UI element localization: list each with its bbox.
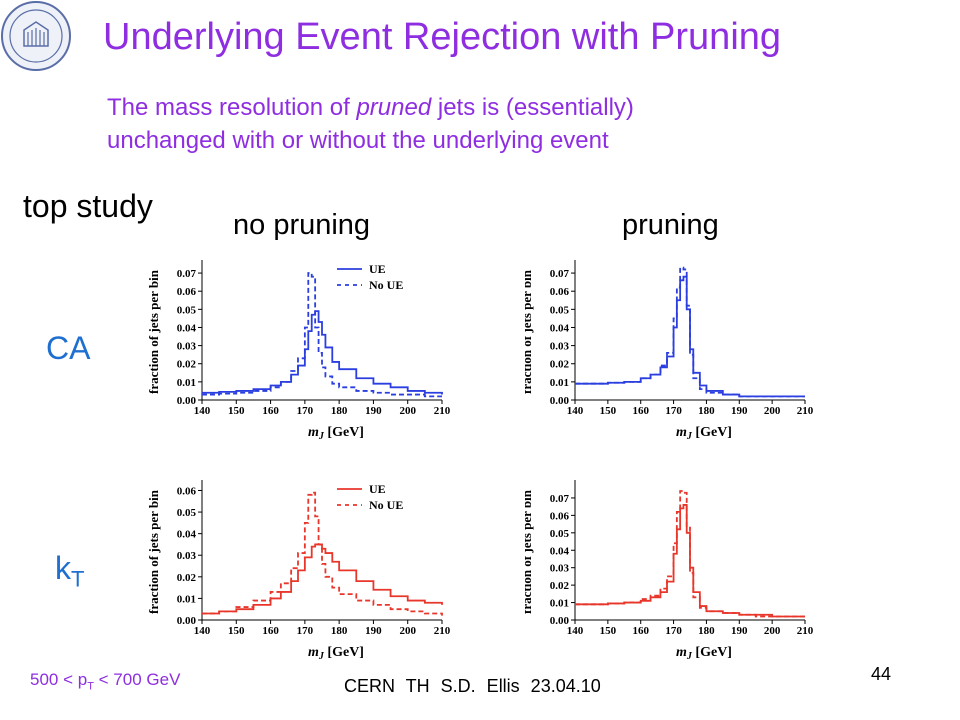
y-tick-label: 0.07 [177,268,197,280]
x-tick-label: 180 [331,625,348,637]
y-tick-label: 0.01 [550,598,569,610]
x-tick-label: 180 [698,405,715,417]
x-tick-label: 160 [632,405,649,417]
x-tick-label: 160 [262,405,279,417]
x-tick-label: 170 [297,625,314,637]
subtitle-line-2: unchanged with or without the underlying… [107,127,609,154]
y-tick-label: 0.01 [177,377,196,389]
y-tick-label: 0.03 [177,550,197,562]
x-tick-label: 210 [434,625,451,637]
y-axis-label: fraction of jets per bin [525,269,534,394]
y-tick-label: 0.05 [550,304,570,316]
x-tick-label: 200 [399,405,416,417]
legend-entry: UE [369,262,386,276]
x-axis-label: mJ [GeV] [308,425,364,442]
y-axis-label: fraction of jets per bin [525,489,534,614]
x-tick-label: 140 [567,405,584,417]
slide-subtitle: The mass resolution of pruned jets is (e… [107,91,634,157]
legend-entry: No UE [369,498,403,512]
y-tick-label: 0.00 [550,395,570,407]
y-tick-label: 0.06 [177,485,197,497]
y-tick-label: 0.03 [550,563,570,575]
plot-kt-pruning: 140 150 160 170 180 190 200 210 0.00 0.01 0.02 0.03… [525,480,814,662]
x-tick-label: 200 [764,625,781,637]
x-tick-label: 150 [228,405,245,417]
plot-ca-no-pruning: 140 150 160 170 180 190 200 210 0.00 0.01 0.02 0.03… [146,260,451,442]
x-tick-label: 190 [365,625,382,637]
x-axis-label: mJ [GeV] [676,645,732,662]
y-tick-label: 0.07 [550,268,570,280]
y-tick-label: 0.04 [177,322,197,334]
pt-range-note: 500 < pT < 700 GeV [30,670,181,693]
x-axis-label: mJ [GeV] [308,645,364,662]
column-heading-pruning: pruning [622,209,719,241]
series-line-no-ue [202,272,442,398]
y-tick-label: 0.03 [177,341,197,353]
series-line-ue [575,275,805,398]
plot-ca-pruning: 140 150 160 170 180 190 200 210 0.00 0.01 0.02 0.03… [525,260,814,442]
y-tick-label: 0.06 [550,286,570,298]
y-tick-label: 0.07 [550,493,570,505]
y-tick-label: 0.05 [177,304,197,316]
y-tick-label: 0.00 [550,615,570,627]
y-tick-label: 0.05 [550,528,570,540]
column-heading-no-pruning: no pruning [233,209,371,241]
y-tick-label: 0.03 [550,341,570,353]
row-label-kt: kT [55,550,85,592]
x-tick-label: 170 [297,405,314,417]
x-tick-label: 200 [399,625,416,637]
plot-kt-no-pruning: 140 150 160 170 180 190 200 210 0.00 0.01 0.02 0.03… [146,480,451,662]
y-tick-label: 0.00 [177,395,197,407]
x-tick-label: 170 [665,625,682,637]
legend-entry: No UE [369,278,403,292]
page-number: 44 [871,664,892,684]
x-tick-label: 150 [228,625,245,637]
series-line-no-ue [575,490,805,618]
y-tick-label: 0.02 [550,359,570,371]
x-tick-label: 190 [731,625,748,637]
x-tick-label: 200 [764,405,781,417]
y-tick-label: 0.05 [177,507,197,519]
y-tick-label: 0.06 [177,286,197,298]
series-line-no-ue [202,491,443,616]
x-tick-label: 190 [365,405,382,417]
x-tick-label: 140 [567,625,584,637]
y-tick-label: 0.04 [550,545,570,557]
x-tick-label: 140 [194,625,211,637]
x-tick-label: 180 [331,405,348,417]
x-tick-label: 210 [434,405,451,417]
x-tick-label: 150 [600,625,617,637]
y-tick-label: 0.02 [550,580,570,592]
study-label: top study [23,188,153,224]
x-axis-label: mJ [GeV] [676,425,732,442]
x-tick-label: 150 [600,405,617,417]
y-tick-label: 0.04 [177,529,197,541]
y-tick-label: 0.01 [177,593,196,605]
y-tick-label: 0.01 [550,377,569,389]
legend-entry: UE [369,482,386,496]
x-tick-label: 160 [262,625,279,637]
y-tick-label: 0.00 [177,615,197,627]
slide-title: Underlying Event Rejection with Pruning [103,16,782,58]
y-tick-label: 0.02 [177,359,197,371]
row-label-ca: CA [46,330,91,366]
y-tick-label: 0.06 [550,510,570,522]
x-tick-label: 140 [194,405,211,417]
y-tick-label: 0.04 [550,322,570,334]
x-tick-label: 160 [632,625,649,637]
x-tick-label: 210 [797,405,814,417]
x-tick-label: 180 [698,625,715,637]
y-tick-label: 0.02 [177,572,197,584]
series-line-ue [202,543,443,615]
x-tick-label: 170 [665,405,682,417]
x-tick-label: 210 [797,625,814,637]
y-axis-label: fraction of jets per bin [146,269,161,394]
y-axis-label: fraction of jets per bin [146,489,161,614]
footer-credit: CERN TH S.D. Ellis 23.04.10 [344,676,601,696]
university-seal-logo [1,1,71,71]
x-tick-label: 190 [731,405,748,417]
subtitle-line-1: The mass resolution of pruned jets is (e… [107,94,634,121]
